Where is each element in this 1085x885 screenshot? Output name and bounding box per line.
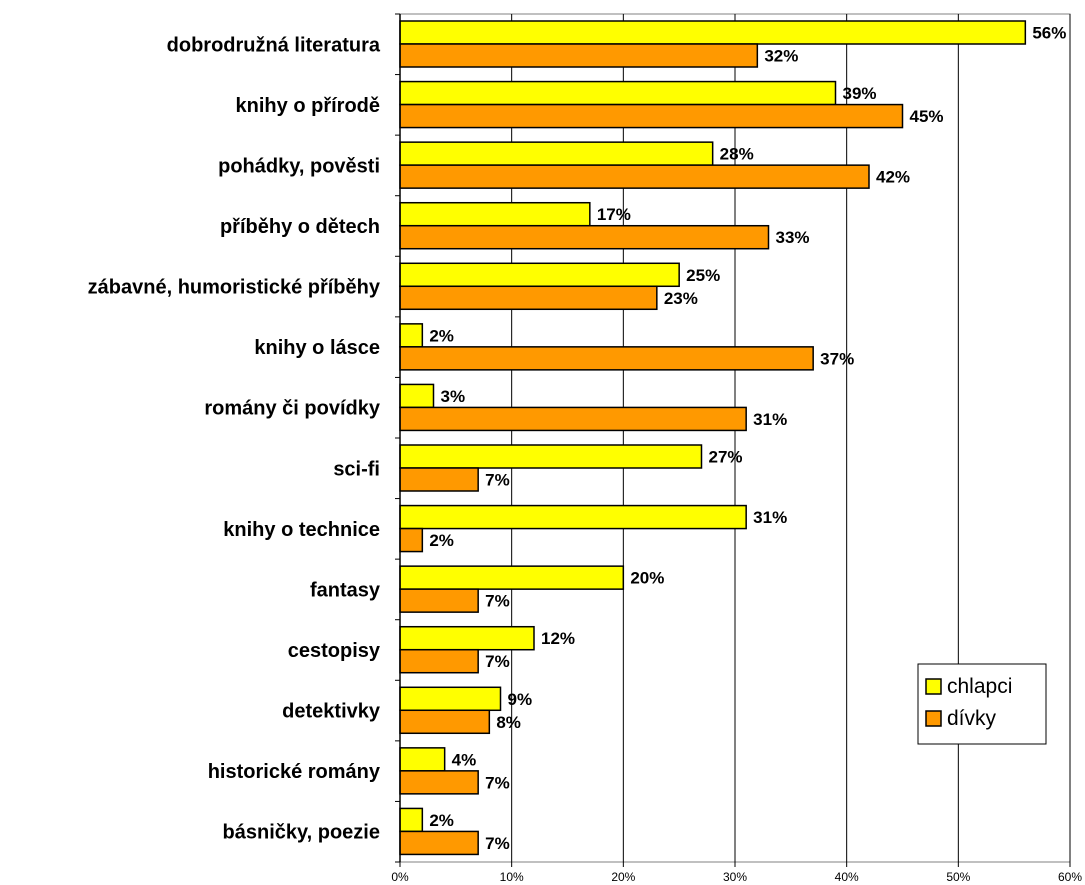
data-label: 20% (630, 569, 664, 588)
data-label: 31% (753, 508, 787, 527)
category-label: příběhy o dětech (220, 216, 380, 238)
bars-layer (399, 20, 1027, 856)
bar-dívky (399, 770, 479, 795)
bar-chlapci (399, 444, 703, 469)
category-label: dobrodružná literatura (167, 34, 381, 56)
data-label: 17% (597, 205, 631, 224)
category-label: básničky, poezie (223, 822, 380, 844)
bar-dívky (399, 43, 759, 68)
data-label: 37% (820, 349, 854, 368)
data-label: 12% (541, 629, 575, 648)
category-label: cestopisy (288, 640, 381, 662)
data-label: 7% (485, 652, 510, 671)
bar-chlapci (399, 20, 1027, 45)
data-label: 42% (876, 168, 910, 187)
x-tick-label: 60% (1058, 870, 1082, 884)
category-label: sci-fi (333, 458, 380, 480)
data-label: 25% (686, 266, 720, 285)
category-label: detektivky (282, 701, 381, 723)
x-tick-label: 20% (611, 870, 635, 884)
axis-layer (395, 13, 1071, 867)
category-label: knihy o technice (223, 519, 380, 541)
data-label: 3% (441, 387, 466, 406)
bar-dívky (399, 164, 870, 189)
x-tick-label: 0% (391, 870, 409, 884)
category-label: knihy o přírodě (236, 95, 380, 117)
legend-box (917, 663, 1047, 745)
bar-dívky (399, 709, 491, 735)
x-tick-label: 10% (500, 870, 524, 884)
x-tick-label: 40% (835, 870, 859, 884)
bar-chlapci (399, 141, 714, 166)
data-label: 31% (753, 410, 787, 429)
category-label: historické romány (208, 761, 381, 783)
data-label: 7% (485, 592, 510, 611)
bar-dívky (399, 830, 479, 856)
data-label: 2% (429, 811, 454, 830)
data-label: 33% (776, 228, 810, 247)
data-label: 2% (429, 326, 454, 345)
data-label: 9% (508, 690, 533, 709)
labels-layer: 0% 10% 20% 30% 40% 50% 60% dobrodružná literatu… (88, 24, 1083, 885)
bar-dívky (399, 224, 770, 250)
data-label: 32% (764, 47, 798, 66)
bar-chlapci (399, 747, 446, 772)
data-label: 2% (429, 531, 454, 550)
bar-dívky (399, 285, 658, 311)
data-label: 8% (496, 713, 521, 732)
bar-chlapci (399, 807, 424, 833)
bar-chlapci (399, 625, 535, 651)
bar-chlapci (399, 504, 747, 530)
bar-dívky (399, 467, 479, 492)
data-label: 7% (485, 471, 510, 490)
category-label: romány či povídky (204, 398, 380, 420)
x-tick-label: 30% (723, 870, 747, 884)
bar-chlapci (399, 201, 591, 227)
bar-chlapci (399, 565, 625, 590)
bar-dívky (399, 103, 904, 129)
data-label: 56% (1032, 24, 1066, 43)
category-label: zábavné, humoristické příběhy (88, 277, 381, 299)
data-label: 39% (843, 84, 877, 103)
data-label: 28% (720, 145, 754, 164)
category-label: knihy o lásce (254, 337, 380, 359)
bar-dívky (399, 527, 424, 553)
bar-dívky (399, 346, 814, 371)
data-label: 45% (910, 107, 944, 126)
bar-dívky (399, 588, 479, 613)
legend-swatch (925, 678, 942, 695)
category-label: fantasy (310, 579, 381, 601)
bar-dívky (399, 648, 479, 674)
category-label: pohádky, pověsti (218, 155, 380, 177)
data-label: 7% (485, 834, 510, 853)
legend-label: chlapci (947, 675, 1012, 698)
legend-label: dívky (947, 707, 997, 730)
x-tick-label: 50% (946, 870, 970, 884)
data-label: 23% (664, 289, 698, 308)
bar-dívky (399, 406, 747, 432)
bar-chlapci (399, 262, 680, 288)
bar-chlapci (399, 686, 502, 712)
legend-swatch (925, 710, 942, 727)
data-label: 27% (709, 448, 743, 467)
bar-chlapci (399, 80, 837, 106)
data-label: 7% (485, 773, 510, 792)
legend: chlapci dívky (917, 663, 1047, 745)
bar-chlapci (399, 323, 424, 348)
bar-chlapci (399, 383, 435, 409)
data-label: 4% (452, 750, 477, 769)
